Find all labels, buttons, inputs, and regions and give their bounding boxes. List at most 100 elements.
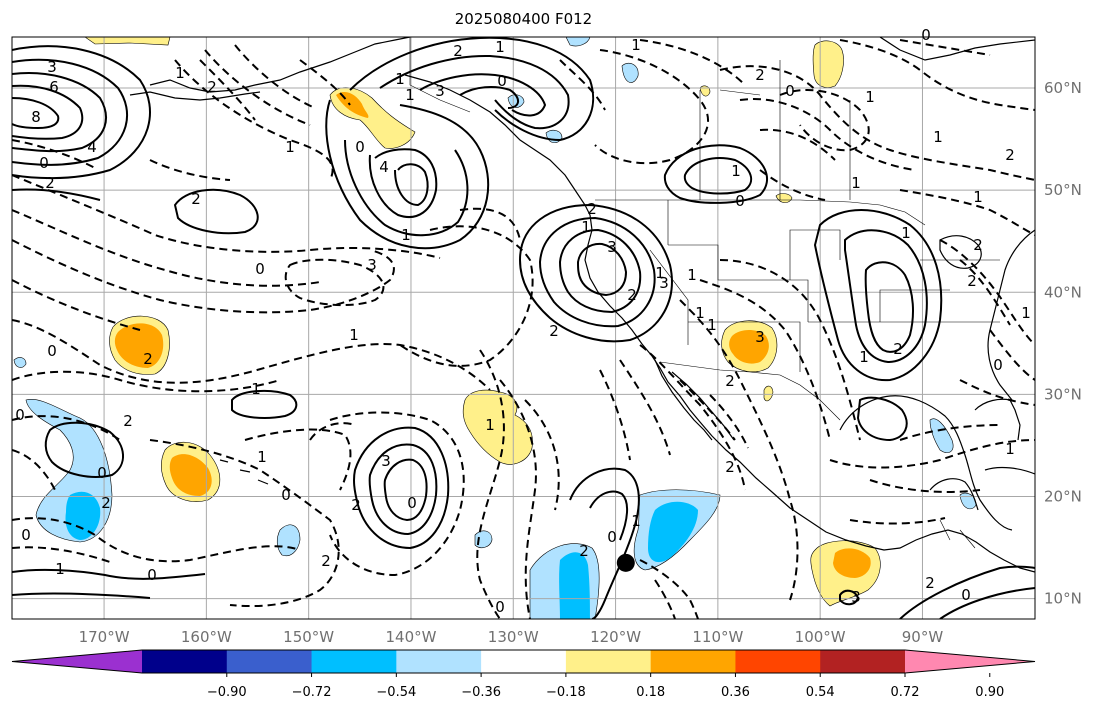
contour-positive bbox=[325, 99, 490, 250]
contour-negative bbox=[524, 399, 560, 511]
coastline-florida bbox=[974, 398, 1021, 441]
contour-label: 1 bbox=[55, 560, 65, 578]
colorbar-extension-low bbox=[12, 650, 142, 673]
coastline-baja bbox=[654, 359, 713, 441]
longitude-label: 120°W bbox=[590, 628, 641, 646]
longitude-label: 170°W bbox=[79, 628, 130, 646]
contour-label: 1 bbox=[401, 226, 411, 244]
contour-positive bbox=[839, 589, 860, 606]
contour-negative bbox=[12, 279, 141, 331]
shade-positive bbox=[169, 454, 212, 496]
contour-label: 1 bbox=[285, 138, 295, 156]
shade-positive bbox=[833, 548, 871, 578]
latitude-label: 10°N bbox=[1044, 590, 1082, 608]
contour-label: 1 bbox=[395, 70, 405, 88]
contour-positive bbox=[569, 467, 640, 619]
contour-label: 2 bbox=[549, 322, 559, 340]
contour-label: 0 bbox=[407, 494, 417, 512]
coastline-yucatan bbox=[929, 478, 979, 511]
plot-frame bbox=[11, 36, 1036, 620]
contour-label: 6 bbox=[49, 78, 59, 96]
contour-positive bbox=[12, 72, 107, 153]
contour-positive bbox=[368, 443, 438, 536]
contour-negative bbox=[639, 39, 746, 86]
colorbar-segment bbox=[735, 650, 821, 673]
coastline-islands bbox=[219, 459, 269, 485]
contour-positive bbox=[558, 228, 642, 314]
contour-negative bbox=[849, 517, 946, 525]
colorbar-tick-label: −0.72 bbox=[292, 685, 332, 700]
contour-label: 1 bbox=[349, 326, 359, 344]
contour-label: 0 bbox=[495, 598, 505, 616]
contour-label: 1 bbox=[687, 266, 697, 284]
contour-negative bbox=[899, 39, 991, 56]
contour-positive bbox=[12, 58, 128, 166]
contour-label: 3 bbox=[367, 256, 377, 274]
shade-positive bbox=[114, 323, 164, 368]
contour-label: 1 bbox=[851, 174, 861, 192]
contour-label: 0 bbox=[15, 406, 25, 424]
contour-label: 0 bbox=[147, 566, 157, 584]
contour-negative bbox=[12, 209, 321, 287]
shade-positive bbox=[699, 85, 711, 97]
contour-label: 0 bbox=[961, 586, 971, 604]
contour-positive bbox=[864, 261, 914, 353]
contour-label: 2 bbox=[45, 174, 55, 192]
contour-negative bbox=[12, 449, 56, 491]
contour-label: 1 bbox=[731, 162, 741, 180]
contour-positive bbox=[576, 242, 628, 297]
contour-label: 0 bbox=[47, 342, 57, 360]
contour-positive bbox=[12, 188, 101, 201]
coastline-alaska-south bbox=[404, 74, 591, 216]
contour-positive bbox=[12, 84, 84, 140]
contour-positive bbox=[173, 188, 259, 235]
colorbar-segment bbox=[565, 650, 652, 673]
contour-label: 0 bbox=[39, 154, 49, 172]
contour-label: 3 bbox=[381, 452, 391, 470]
contour-positive bbox=[368, 148, 438, 218]
colorbar-tick-label: 0.36 bbox=[721, 685, 750, 700]
colorbar-segment bbox=[142, 650, 228, 673]
shade-negative bbox=[65, 491, 101, 540]
shade-negative bbox=[559, 552, 590, 619]
contour-positive bbox=[844, 229, 928, 364]
latitude-labels: 60°N 50°N 40°N 30°N 20°N 10°N bbox=[1044, 79, 1082, 608]
contour-label: 1 bbox=[901, 224, 911, 242]
latitude-label: 20°N bbox=[1044, 487, 1082, 505]
contour-label: 0 bbox=[281, 486, 291, 504]
contour-negative bbox=[399, 225, 534, 367]
contour-label: 0 bbox=[735, 192, 745, 210]
border-central-america bbox=[939, 519, 976, 549]
contour-positive bbox=[538, 216, 656, 328]
shade-positive bbox=[729, 330, 769, 364]
contour-label: 1 bbox=[865, 88, 875, 106]
contour-negative bbox=[959, 259, 1011, 326]
contour-label: 1 bbox=[495, 38, 505, 56]
contour-label: 0 bbox=[993, 356, 1003, 374]
contour-label: 1 bbox=[933, 128, 943, 146]
contour-negative bbox=[759, 128, 836, 161]
contour-negative bbox=[12, 370, 281, 393]
contour-positive bbox=[349, 37, 595, 142]
shade-negative bbox=[13, 357, 27, 368]
contour-label: 2 bbox=[893, 340, 903, 358]
contour-positive bbox=[939, 587, 1035, 619]
longitude-label: 140°W bbox=[385, 628, 436, 646]
colorbar-segment bbox=[311, 650, 397, 673]
longitude-label: 90°W bbox=[902, 628, 944, 646]
contour-negative bbox=[174, 59, 334, 181]
contour-label: 2 bbox=[973, 236, 983, 254]
contour-negative bbox=[759, 169, 826, 201]
contour-label: 2 bbox=[101, 494, 111, 512]
contour-negative bbox=[619, 359, 671, 456]
shade-positive bbox=[812, 40, 844, 88]
contour-label: 2 bbox=[351, 496, 361, 514]
contour-label: 4 bbox=[87, 138, 97, 156]
contour-positive bbox=[663, 144, 769, 204]
contour-label: 1 bbox=[695, 304, 705, 322]
contour-label: 3 bbox=[47, 58, 57, 76]
contour-label: 2 bbox=[925, 574, 935, 592]
longitude-label: 150°W bbox=[283, 628, 334, 646]
